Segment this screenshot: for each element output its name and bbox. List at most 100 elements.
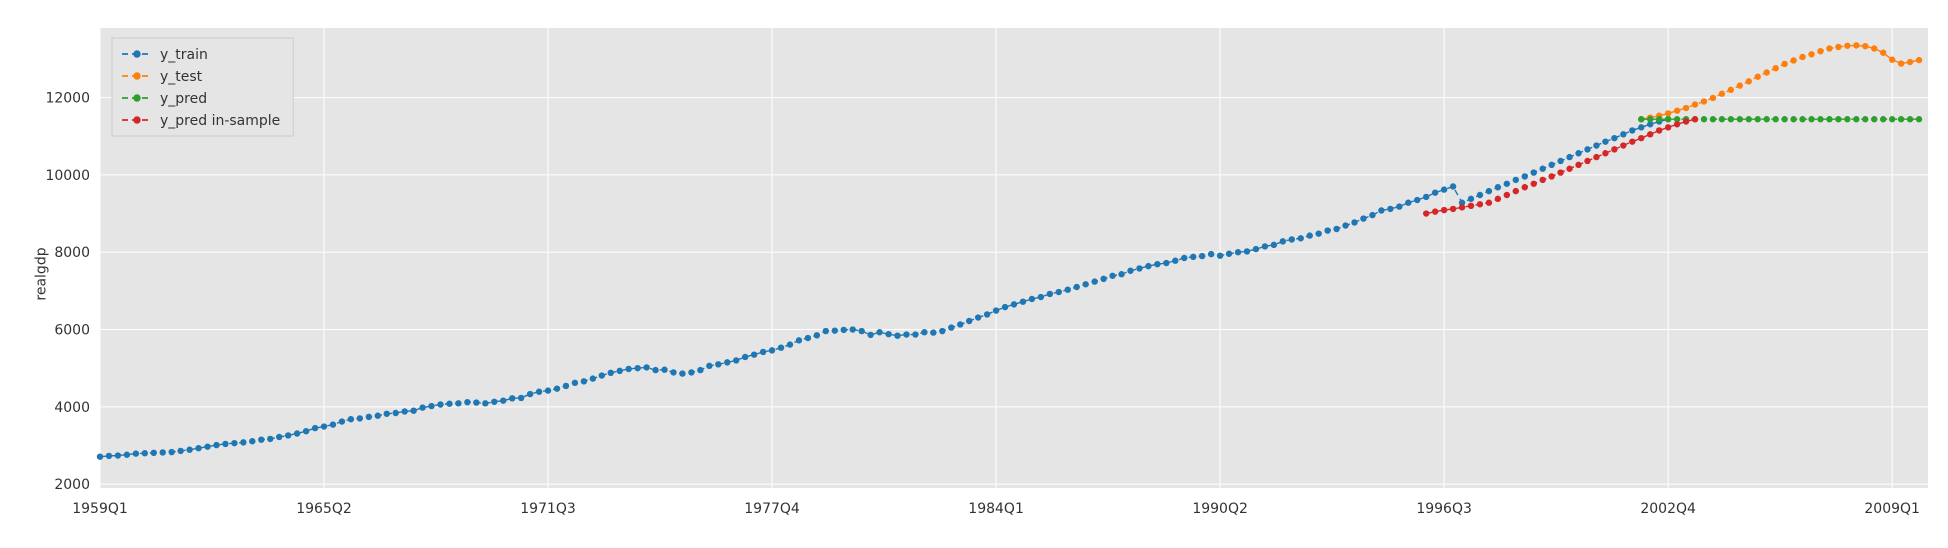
marker-y_train xyxy=(617,368,623,374)
marker-y_train xyxy=(590,375,596,381)
marker-y_train xyxy=(1396,203,1402,209)
marker-y_pred_in_sample xyxy=(1656,127,1662,133)
marker-y_train xyxy=(1378,207,1384,213)
marker-y_train xyxy=(455,400,461,406)
legend-label: y_pred xyxy=(160,91,207,107)
marker-y_train xyxy=(1109,273,1115,279)
marker-y_test xyxy=(1853,42,1859,48)
marker-y_pred_in_sample xyxy=(1513,188,1519,194)
marker-y_train xyxy=(1217,252,1223,258)
marker-y_train xyxy=(366,414,372,420)
marker-y_test xyxy=(1755,74,1761,80)
marker-y_train xyxy=(1611,135,1617,141)
marker-y_pred xyxy=(1772,116,1778,122)
marker-y_train xyxy=(769,347,775,353)
marker-y_pred_in_sample xyxy=(1638,135,1644,141)
marker-y_train xyxy=(285,432,291,438)
marker-y_train xyxy=(1091,278,1097,284)
marker-y_pred_in_sample xyxy=(1441,207,1447,213)
marker-y_pred xyxy=(1701,116,1707,122)
marker-y_train xyxy=(1235,249,1241,255)
marker-y_train xyxy=(1539,166,1545,172)
marker-y_test xyxy=(1683,105,1689,111)
marker-y_test xyxy=(1916,57,1922,63)
marker-y_train xyxy=(1423,194,1429,200)
marker-y_train xyxy=(186,447,192,453)
marker-y_pred_in_sample xyxy=(1459,204,1465,210)
marker-y_train xyxy=(491,399,497,405)
marker-y_train xyxy=(1163,260,1169,266)
marker-y_train xyxy=(885,331,891,337)
marker-y_train xyxy=(473,399,479,405)
marker-y_train xyxy=(97,453,103,459)
marker-y_train xyxy=(652,367,658,373)
marker-y_pred xyxy=(1719,116,1725,122)
marker-y_train xyxy=(1100,276,1106,282)
marker-y_train xyxy=(1324,227,1330,233)
marker-y_pred_in_sample xyxy=(1683,118,1689,124)
marker-y_train xyxy=(563,383,569,389)
marker-y_train xyxy=(634,365,640,371)
marker-y_train xyxy=(500,397,506,403)
x-tick-label: 2009Q1 xyxy=(1864,501,1920,517)
marker-y_test xyxy=(1674,108,1680,114)
marker-y_train xyxy=(751,351,757,357)
marker-y_train xyxy=(1351,219,1357,225)
marker-y_test xyxy=(1871,45,1877,51)
marker-y_train xyxy=(876,329,882,335)
marker-y_train xyxy=(796,337,802,343)
marker-y_test xyxy=(1728,87,1734,93)
marker-y_train xyxy=(1522,173,1528,179)
marker-y_train xyxy=(222,441,228,447)
marker-y_train xyxy=(554,385,560,391)
marker-y_train xyxy=(670,369,676,375)
marker-y_train xyxy=(527,391,533,397)
marker-y_train xyxy=(330,421,336,427)
marker-y_train xyxy=(1584,146,1590,152)
y-tick-label: 6000 xyxy=(54,323,90,339)
marker-y_train xyxy=(1199,253,1205,259)
marker-y_pred xyxy=(1853,116,1859,122)
marker-y_train xyxy=(177,448,183,454)
marker-y_train xyxy=(1486,188,1492,194)
legend: y_trainy_testy_predy_pred in-sample xyxy=(112,38,293,136)
marker-y_train xyxy=(1477,192,1483,198)
marker-y_train xyxy=(1575,150,1581,156)
marker-y_pred_in_sample xyxy=(1692,116,1698,122)
marker-y_pred xyxy=(1826,116,1832,122)
marker-y_train xyxy=(599,372,605,378)
marker-y_train xyxy=(1495,184,1501,190)
marker-y_train xyxy=(894,332,900,338)
marker-y_pred_in_sample xyxy=(1548,173,1554,179)
marker-y_pred xyxy=(1665,116,1671,122)
y-tick-label: 10000 xyxy=(45,168,90,184)
x-tick-label: 2002Q4 xyxy=(1640,501,1696,517)
marker-y_pred xyxy=(1916,116,1922,122)
marker-y_pred_in_sample xyxy=(1575,162,1581,168)
marker-y_train xyxy=(581,378,587,384)
marker-y_train xyxy=(679,370,685,376)
y-tick-label: 4000 xyxy=(54,400,90,416)
marker-y_train xyxy=(625,366,631,372)
marker-y_train xyxy=(375,413,381,419)
marker-y_train xyxy=(357,415,363,421)
marker-y_test xyxy=(1719,91,1725,97)
marker-y_train xyxy=(267,436,273,442)
marker-y_train xyxy=(545,387,551,393)
marker-y_test xyxy=(1692,101,1698,107)
marker-y_train xyxy=(518,395,524,401)
marker-y_test xyxy=(1746,78,1752,84)
marker-y_train xyxy=(1638,124,1644,130)
marker-y_pred_in_sample xyxy=(1531,181,1537,187)
marker-y_pred_in_sample xyxy=(1629,138,1635,144)
marker-y_train xyxy=(1387,206,1393,212)
marker-y_train xyxy=(993,307,999,313)
marker-y_train xyxy=(303,428,309,434)
marker-y_train xyxy=(410,407,416,413)
marker-y_train xyxy=(446,401,452,407)
legend-marker xyxy=(133,116,140,123)
marker-y_test xyxy=(1844,43,1850,49)
marker-y_pred xyxy=(1862,116,1868,122)
marker-y_pred_in_sample xyxy=(1495,196,1501,202)
marker-y_train xyxy=(1620,131,1626,137)
